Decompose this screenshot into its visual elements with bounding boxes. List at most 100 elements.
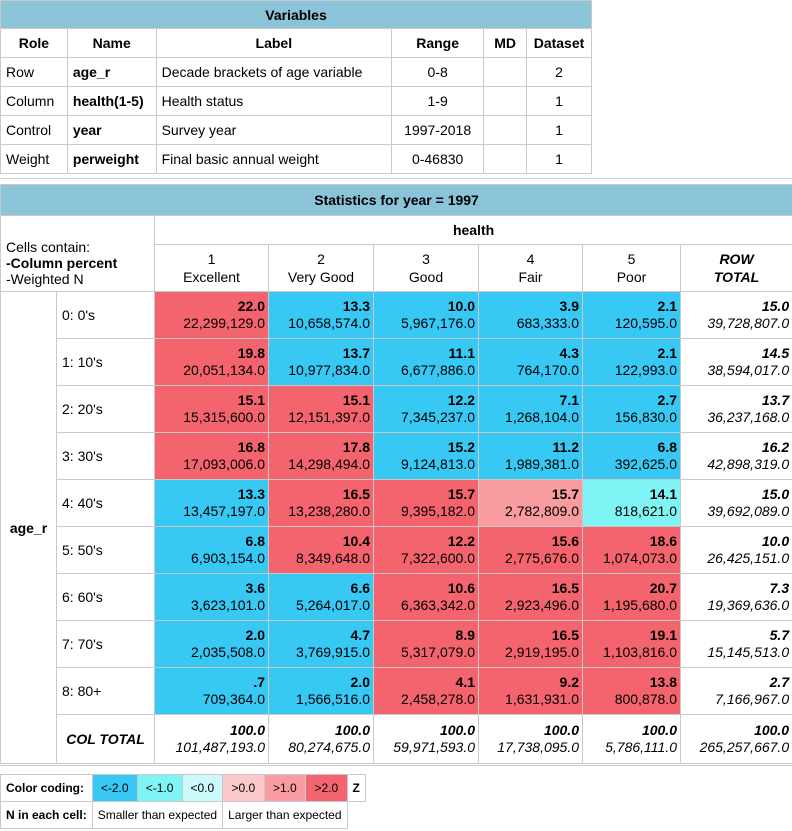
data-cell: 9.2 1,631,931.0 — [478, 667, 583, 715]
weighted-n: 17,738,095.0 — [497, 739, 579, 755]
data-cell: 10.6 6,363,342.0 — [373, 573, 479, 621]
variable-name: perweight — [66, 144, 157, 174]
column-header: 4 Fair — [478, 244, 583, 292]
weighted-n: 12,151,397.0 — [288, 409, 370, 425]
column-percent: 12.2 — [447, 392, 475, 408]
column-percent: 19.8 — [237, 345, 265, 361]
data-cell: 3.9 683,333.0 — [478, 291, 583, 339]
variable-role: Column — [0, 86, 68, 116]
data-cell: 10.4 8,349,648.0 — [268, 526, 374, 574]
column-percent: 100.0 — [543, 722, 579, 738]
legend-z-label: Z — [346, 774, 366, 802]
weighted-n: 683,333.0 — [516, 315, 579, 331]
data-cell: 15.1 15,315,600.0 — [154, 385, 269, 433]
column-percent: 2.7 — [769, 674, 790, 690]
weighted-n: 101,487,193.0 — [175, 739, 265, 755]
column-header: 3 Good — [373, 244, 479, 292]
column-percent: 16.8 — [237, 439, 265, 455]
data-cell: .7 709,364.0 — [154, 667, 269, 715]
column-number: 5 — [627, 251, 636, 267]
column-percent: 100.0 — [439, 722, 475, 738]
column-percent: 4.3 — [559, 345, 579, 361]
weighted-n: 122,993.0 — [614, 362, 677, 378]
variable-row: Row age_r Decade brackets of age variable 0… — [0, 57, 592, 87]
data-cell: 6.6 5,264,017.0 — [268, 573, 374, 621]
column-percent: 2.0 — [245, 627, 265, 643]
table-row: 5: 50's 6.8 6,903,154.0 10.4 8,349,648.0 12.2… — [1, 526, 792, 574]
column-number: 4 — [526, 251, 535, 267]
table-row: 7: 70's 2.0 2,035,508.0 4.7 3,769,915.0 8.9 5,… — [1, 620, 792, 668]
row-label: 1: 10's — [56, 338, 155, 386]
n-in-each-cell-label: N in each cell: — [0, 801, 93, 829]
column-percent: 10.4 — [342, 533, 370, 549]
table-row: 2: 20's 15.1 15,315,600.0 15.1 12,151,397.0 1… — [1, 385, 792, 433]
weighted-n: 13,238,280.0 — [288, 503, 370, 519]
column-percent: 13.8 — [649, 674, 677, 690]
weighted-n: 1,631,931.0 — [505, 691, 579, 707]
weighted-n: 1,074,073.0 — [603, 550, 677, 566]
table-row: age_r 0: 0's 22.0 22,299,129.0 13.3 10,658,57… — [0, 291, 792, 764]
weighted-n: 265,257,667.0 — [699, 739, 790, 755]
larger-than-expected: Larger than expected — [222, 801, 348, 829]
column-total-cell: 100.0 101,487,193.0 — [154, 714, 269, 764]
header-label: Label — [155, 28, 393, 58]
data-cell: 6.8 6,903,154.0 — [154, 526, 269, 574]
variable-name: age_r — [66, 57, 157, 87]
table-row: 6: 60's 3.6 3,623,101.0 6.6 5,264,017.0 10.6 6… — [1, 573, 792, 621]
weighted-n: 22,299,129.0 — [183, 315, 265, 331]
column-number: 1 — [207, 251, 216, 267]
weighted-n: 17,093,006.0 — [183, 456, 265, 472]
weighted-n: 20,051,134.0 — [183, 362, 265, 378]
data-cell: 19.1 1,103,816.0 — [582, 620, 681, 668]
data-cell: 18.6 1,074,073.0 — [582, 526, 681, 574]
variable-range: 1997-2018 — [391, 115, 485, 145]
column-percent: 2.7 — [657, 392, 677, 408]
table-row: 4: 40's 13.3 13,457,197.0 16.5 13,238,280.0 1… — [1, 479, 792, 527]
weighted-n: 19,369,636.0 — [707, 597, 790, 613]
statistics-title: Statistics for year = 1997 — [0, 184, 792, 216]
header-dataset: Dataset — [526, 28, 592, 58]
column-total-cell: 100.0 5,786,111.0 — [582, 714, 681, 764]
column-percent: 15.6 — [551, 533, 579, 549]
column-total-cell: 100.0 80,274,675.0 — [268, 714, 374, 764]
weighted-n: 36,237,168.0 — [707, 409, 790, 425]
weighted-n: 15,145,513.0 — [707, 644, 790, 660]
column-name: Very Good — [287, 269, 355, 285]
variable-md — [483, 144, 528, 174]
column-percent: 22.0 — [237, 298, 265, 314]
variable-label: Health status — [155, 86, 393, 116]
row-variable-label: age_r — [0, 291, 57, 764]
variable-name: year — [66, 115, 157, 145]
row-total-cell: 13.7 36,237,168.0 — [679, 385, 792, 433]
column-percent: 10.0 — [447, 298, 475, 314]
data-cell: 15.7 2,782,809.0 — [478, 479, 583, 527]
table-row: 8: 80+ .7 709,364.0 2.0 1,566,516.0 4.1 2,458,… — [1, 667, 792, 715]
column-percent: 15.1 — [237, 392, 265, 408]
weighted-n: 5,967,176.0 — [401, 315, 475, 331]
variable-dataset: 2 — [526, 57, 592, 87]
weighted-n: 3,769,915.0 — [296, 644, 370, 660]
weighted-n: 42,898,319.0 — [707, 456, 790, 472]
column-name: Excellent — [183, 269, 240, 285]
weighted-n: 10,977,834.0 — [288, 362, 370, 378]
column-percent: 10.0 — [761, 533, 790, 549]
variable-label: Decade brackets of age variable — [155, 57, 393, 87]
variables-table: Variables Role Name Label Range MD Datas… — [0, 0, 592, 174]
data-cell: 10.0 5,967,176.0 — [373, 291, 479, 339]
data-cell: 2.1 122,993.0 — [582, 338, 681, 386]
color-legend: Color coding: <-2.0 <-1.0 <0.0 >0.0 >1.0 >2.0… — [0, 774, 366, 829]
column-percent: 16.2 — [761, 439, 790, 455]
weighted-n: 5,264,017.0 — [296, 597, 370, 613]
row-total-label: TOTAL — [713, 269, 760, 285]
column-percent: 14.5 — [761, 345, 790, 361]
data-cell: 8.9 5,317,079.0 — [373, 620, 479, 668]
header-md: MD — [483, 28, 528, 58]
column-total-row: COL TOTAL 100.0 101,487,193.0 100.0 80,274,6… — [1, 714, 792, 764]
data-cell: 2.0 2,035,508.0 — [154, 620, 269, 668]
data-cell: 2.0 1,566,516.0 — [268, 667, 374, 715]
weighted-n: 2,782,809.0 — [505, 503, 579, 519]
column-percent: 18.6 — [649, 533, 677, 549]
data-cell: 17.8 14,298,494.0 — [268, 432, 374, 480]
weighted-n: 38,594,017.0 — [707, 362, 790, 378]
column-percent: 6.8 — [657, 439, 677, 455]
